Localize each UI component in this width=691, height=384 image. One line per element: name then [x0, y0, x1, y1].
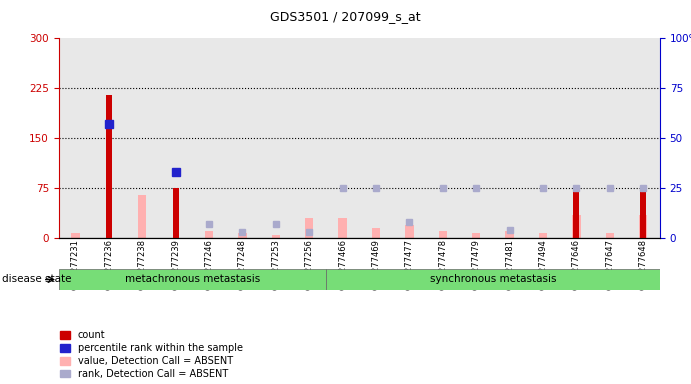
- Bar: [640, 190, 646, 238]
- Bar: [205, 232, 214, 238]
- Bar: [605, 233, 614, 238]
- Bar: [639, 215, 647, 238]
- Bar: [159, 38, 192, 238]
- Bar: [138, 195, 146, 238]
- Bar: [359, 38, 392, 238]
- Bar: [292, 38, 326, 238]
- Text: synchronous metastasis: synchronous metastasis: [430, 274, 556, 285]
- Text: disease state: disease state: [2, 274, 72, 284]
- Bar: [173, 188, 179, 238]
- Bar: [92, 38, 126, 238]
- Bar: [560, 38, 593, 238]
- Bar: [527, 38, 560, 238]
- Bar: [226, 38, 259, 238]
- Bar: [192, 38, 226, 238]
- Bar: [472, 233, 480, 238]
- Bar: [305, 218, 314, 238]
- Bar: [372, 228, 380, 238]
- Bar: [59, 38, 92, 238]
- Bar: [71, 233, 79, 238]
- Bar: [106, 95, 112, 238]
- Bar: [272, 235, 280, 238]
- Bar: [593, 38, 627, 238]
- Bar: [126, 38, 159, 238]
- Bar: [493, 38, 527, 238]
- Bar: [627, 38, 660, 238]
- Bar: [572, 215, 580, 238]
- Bar: [339, 218, 347, 238]
- Bar: [238, 233, 247, 238]
- Bar: [439, 232, 447, 238]
- Text: metachronous metastasis: metachronous metastasis: [124, 274, 260, 285]
- Bar: [326, 269, 660, 290]
- Bar: [505, 232, 514, 238]
- Bar: [326, 38, 359, 238]
- Bar: [392, 38, 426, 238]
- Bar: [426, 38, 460, 238]
- Bar: [460, 38, 493, 238]
- Bar: [574, 190, 580, 238]
- Text: GDS3501 / 207099_s_at: GDS3501 / 207099_s_at: [270, 10, 421, 23]
- Legend: count, percentile rank within the sample, value, Detection Call = ABSENT, rank, : count, percentile rank within the sample…: [60, 330, 243, 379]
- Bar: [539, 233, 547, 238]
- Bar: [405, 225, 414, 238]
- Bar: [59, 269, 326, 290]
- Bar: [259, 38, 292, 238]
